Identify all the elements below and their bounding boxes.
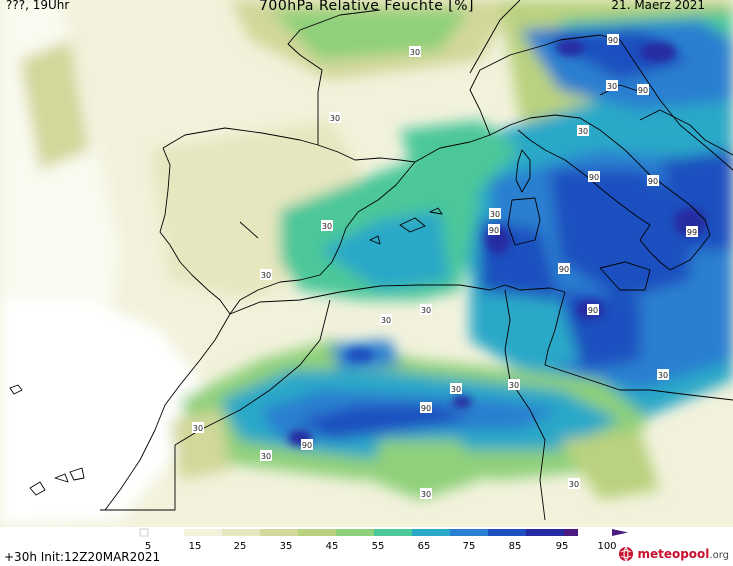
svg-text:30: 30 [261, 452, 271, 461]
svg-text:30: 30 [410, 48, 420, 57]
contour-label: 90 [420, 402, 432, 413]
contour-label: 30 [260, 269, 272, 280]
legend-color-box [298, 529, 336, 536]
color-legend: 5 15 25 35 45 55 65 75 85 95 100 [139, 528, 628, 552]
legend-color-box [139, 528, 149, 537]
svg-text:30: 30 [578, 127, 588, 136]
logo-name: meteopool [637, 547, 710, 561]
contour-label: 99 [686, 226, 698, 237]
legend-tick-label: 55 [372, 541, 385, 552]
legend-tick-label: 45 [326, 541, 339, 552]
legend-color-box [412, 529, 450, 536]
contour-label: 30 [192, 422, 204, 433]
legend-tick-label: 35 [280, 541, 293, 552]
contour-label: 30 [409, 46, 421, 57]
contour-label: 90 [587, 304, 599, 315]
contour-label: 90 [647, 175, 659, 186]
model-run-info: +30h Init:12Z20MAR2021 [4, 550, 161, 564]
legend-tick-label: 15 [189, 541, 202, 552]
legend-tick-label: 65 [418, 541, 431, 552]
legend-color-box [450, 529, 488, 536]
svg-text:30: 30 [193, 424, 203, 433]
legend-color-box [564, 529, 578, 536]
contour-label: 90 [607, 34, 619, 45]
contour-label: 90 [301, 439, 313, 450]
svg-text:90: 90 [421, 404, 431, 413]
globe-icon [619, 546, 634, 562]
contour-label: 30 [260, 450, 272, 461]
legend-color-box [222, 529, 260, 536]
contour-label: 30 [321, 220, 333, 231]
svg-text:30: 30 [658, 371, 668, 380]
contour-label: 30 [577, 125, 589, 136]
contour-label: 30 [420, 304, 432, 315]
legend-tick-label: 85 [509, 541, 522, 552]
svg-text:30: 30 [330, 114, 340, 123]
svg-text:30: 30 [607, 82, 617, 91]
map-title: 700hPa Relative Feuchte [%] [259, 0, 474, 14]
meteopool-logo[interactable]: meteopool.org [618, 545, 729, 563]
legend-color-box [260, 529, 298, 536]
contour-label: 90 [588, 171, 600, 182]
forecast-time-label: ???, 19Uhr [6, 0, 70, 12]
contour-label: 30 [606, 80, 618, 91]
legend-color-box [184, 529, 222, 536]
footer-bar: 5 15 25 35 45 55 65 75 85 95 100 +30h Init:12Z20MA… [0, 527, 733, 566]
svg-text:90: 90 [588, 306, 598, 315]
svg-text:90: 90 [489, 226, 499, 235]
contour-label: 30 [508, 379, 520, 390]
svg-text:30: 30 [490, 210, 500, 219]
contour-label: 30 [420, 488, 432, 499]
legend-color-box [526, 529, 564, 536]
legend-color-box [374, 529, 412, 536]
logo-tld: .org [709, 550, 729, 561]
contour-label: 90 [637, 84, 649, 95]
svg-text:30: 30 [322, 222, 332, 231]
contour-label: 30 [329, 112, 341, 123]
legend-tick-label: 100 [597, 541, 616, 552]
svg-text:30: 30 [569, 480, 579, 489]
svg-text:30: 30 [261, 271, 271, 280]
valid-date-label: 21. Maerz 2021 [611, 0, 705, 12]
svg-text:90: 90 [559, 265, 569, 274]
legend-color-box [488, 529, 526, 536]
contour-label: 90 [558, 263, 570, 274]
contour-label: 30 [568, 478, 580, 489]
contour-label: 90 [488, 224, 500, 235]
contour-label: 30 [450, 383, 462, 394]
svg-text:30: 30 [451, 385, 461, 394]
svg-text:90: 90 [638, 86, 648, 95]
svg-text:90: 90 [648, 177, 658, 186]
contour-label: 30 [657, 369, 669, 380]
legend-tick-label: 5 [145, 541, 151, 552]
svg-text:30: 30 [509, 381, 519, 390]
svg-text:99: 99 [687, 228, 697, 237]
legend-color-box [336, 529, 374, 536]
legend-tick-label: 95 [556, 541, 569, 552]
svg-text:90: 90 [589, 173, 599, 182]
svg-text:90: 90 [302, 441, 312, 450]
legend-tick-label: 75 [463, 541, 476, 552]
legend-tick-label: 25 [234, 541, 247, 552]
contour-label: 30 [489, 208, 501, 219]
legend-arrow [612, 529, 628, 536]
svg-text:90: 90 [608, 36, 618, 45]
svg-text:30: 30 [421, 490, 431, 499]
svg-text:30: 30 [421, 306, 431, 315]
contour-label: 30 [380, 314, 392, 325]
svg-text:30: 30 [381, 316, 391, 325]
